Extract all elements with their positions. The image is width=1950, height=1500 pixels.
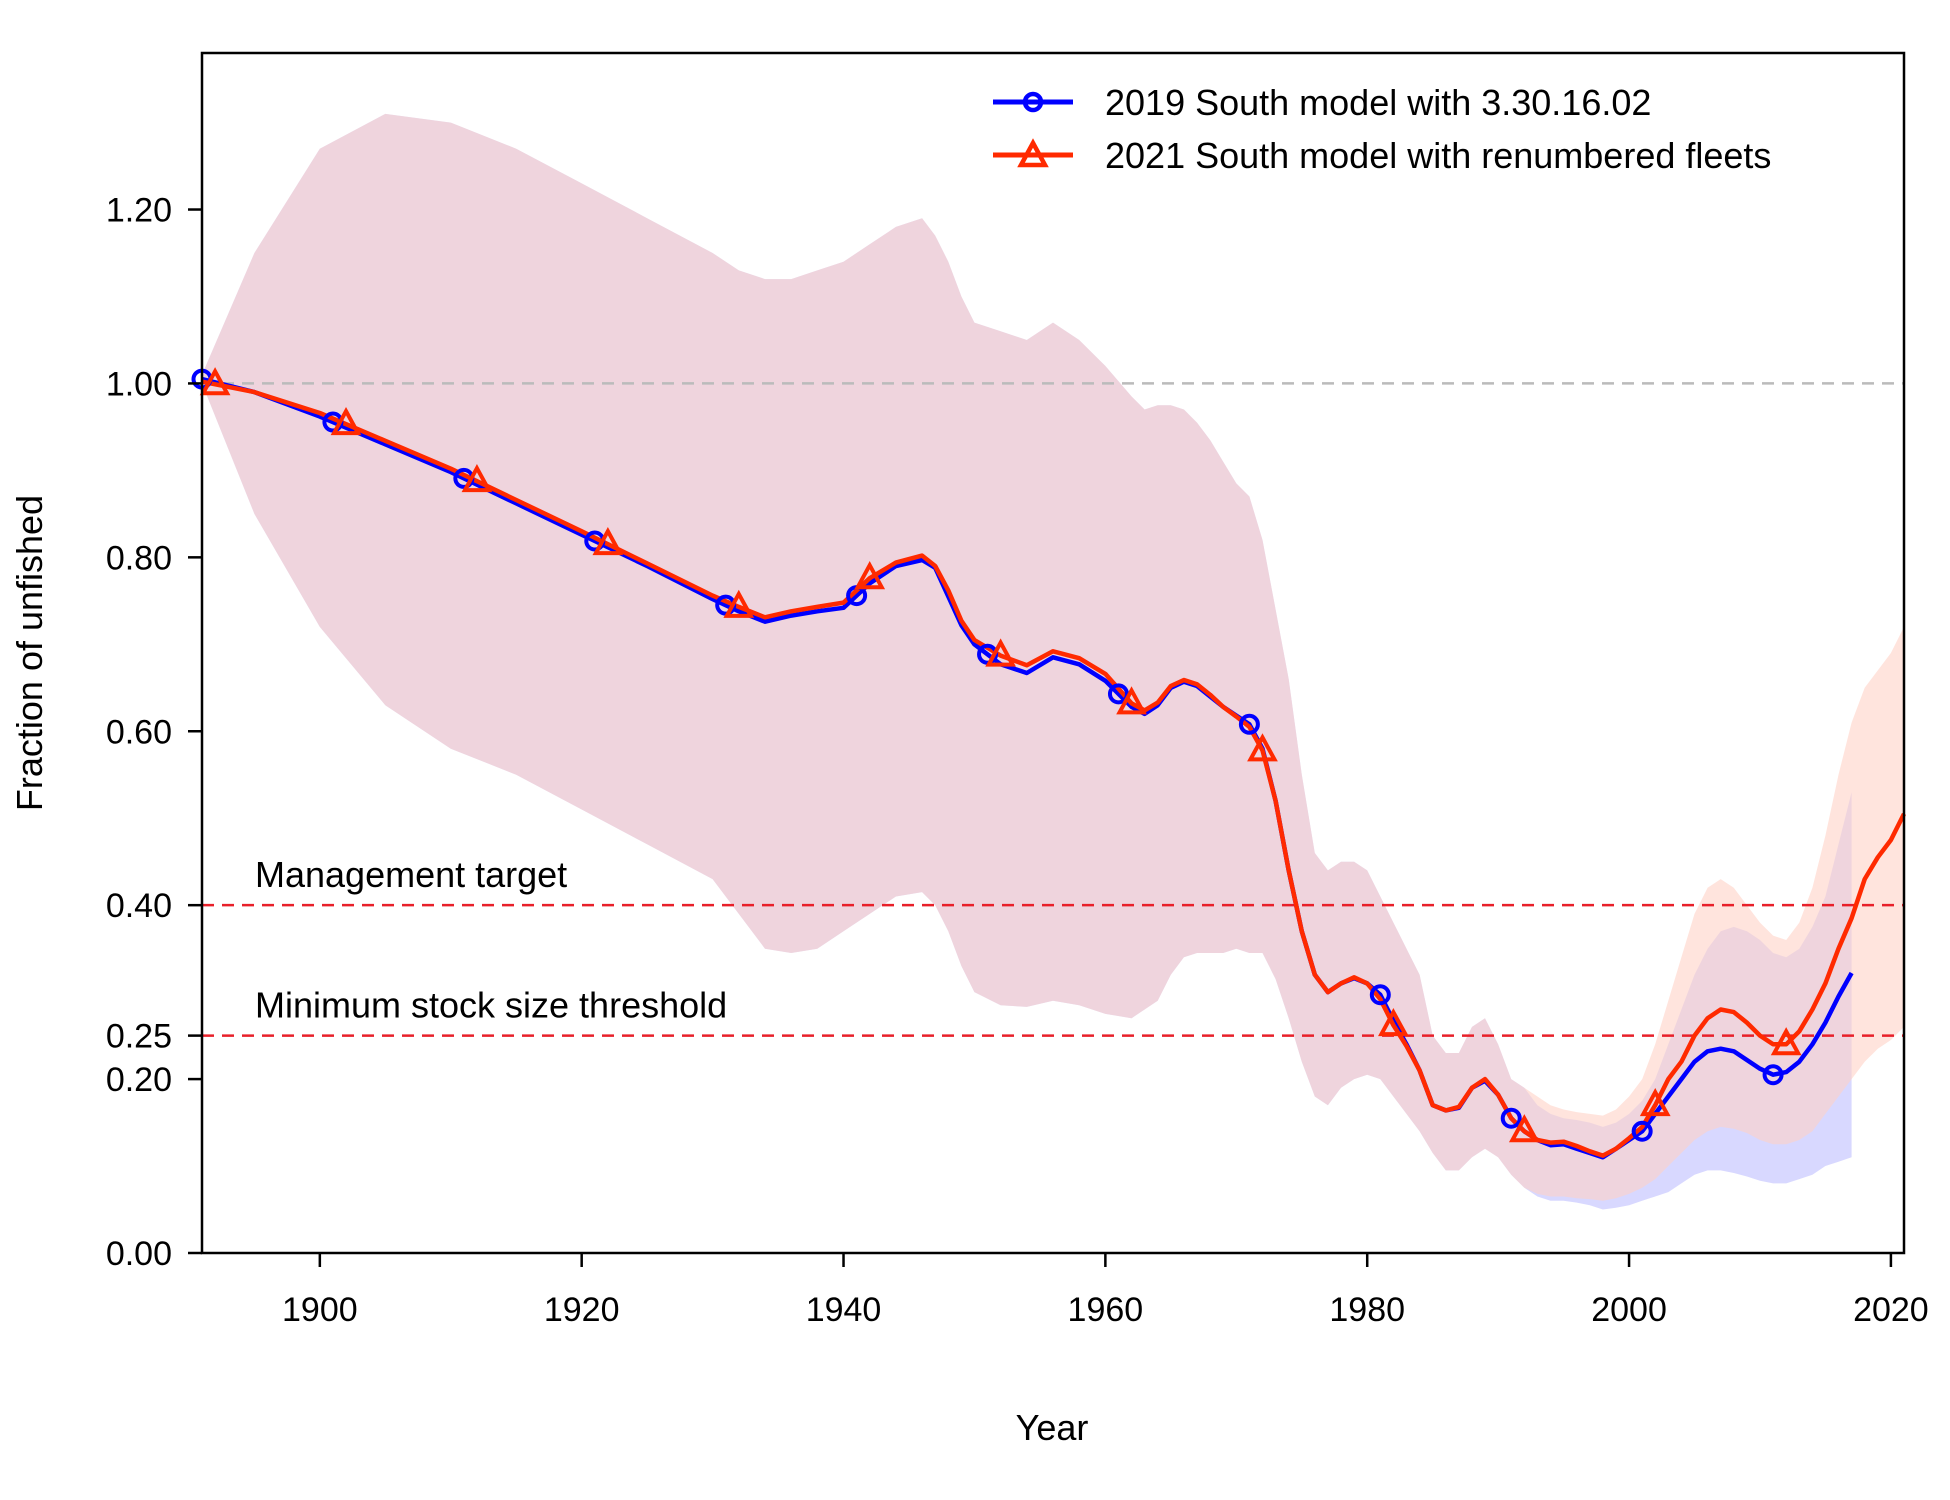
x-tick-label-1960: 1960: [1068, 1291, 1144, 1329]
y-tick-label-1: 0.20: [106, 1061, 172, 1099]
series-2-marker-10: [1378, 1007, 1409, 1037]
series-2-marker-5: [723, 589, 755, 618]
legend-marker-2019: [1022, 91, 1044, 113]
series-2-marker-9: [1247, 733, 1278, 762]
y-tick-label-7: 1.20: [106, 192, 172, 230]
y-tick-label-2: 0.25: [106, 1018, 172, 1056]
y-tick-label-6: 1.00: [106, 365, 172, 403]
y-tick-label-4: 0.60: [106, 713, 172, 751]
series-1-marker-10: [1369, 984, 1391, 1006]
legend-label-2021: 2021 South model with renumbered fleets: [1105, 135, 1771, 176]
reference-label-2: Management target: [255, 854, 567, 895]
x-tick-label-2000: 2000: [1591, 1291, 1667, 1329]
series-1-marker-9: [1238, 713, 1260, 735]
series-2-marker-12: [1639, 1087, 1671, 1117]
series-2-marker-7: [985, 638, 1016, 667]
series-2-marker-3: [461, 463, 493, 493]
y-tick-label-0: 0.00: [106, 1235, 172, 1273]
x-tick-label-1940: 1940: [806, 1291, 882, 1329]
series-2-marker-1: [199, 367, 231, 396]
series-2-marker-6: [854, 561, 886, 590]
x-tick-label-1980: 1980: [1329, 1291, 1405, 1329]
legend-marker-2021: [1017, 138, 1049, 168]
legend: 2019 South model with 3.30.16.02 2021 So…: [993, 82, 1771, 176]
series-2-marker-11: [1508, 1114, 1540, 1143]
y-tick-label-3: 0.40: [106, 887, 172, 925]
reference-label-3: Minimum stock size threshold: [255, 985, 727, 1026]
plot-frame: [200, 51, 1906, 1255]
series-1-marker-13: [1762, 1064, 1784, 1086]
x-tick-label-2020: 2020: [1853, 1291, 1929, 1329]
axes: 1900 1920 1940 1960 1980 2000 2020 0.00 0.20 0.25…: [106, 192, 1929, 1329]
series-markers: [191, 367, 1802, 1143]
series-1-marker-8: [1107, 683, 1129, 705]
x-tick-label-1920: 1920: [544, 1291, 620, 1329]
x-axis-title: Year: [1016, 1407, 1089, 1448]
y-tick-label-5: 0.80: [106, 539, 172, 577]
series-2-marker-4: [592, 526, 624, 556]
legend-label-2019: 2019 South model with 3.30.16.02: [1105, 82, 1651, 123]
series-1-marker-11: [1500, 1107, 1522, 1129]
series-1-marker-12: [1631, 1120, 1653, 1142]
series-2-marker-2: [330, 406, 362, 436]
reference-lines: Management target Minimum stock size thre…: [202, 382, 1904, 1037]
x-tick-label-1900: 1900: [282, 1291, 358, 1329]
series-2-marker-8: [1116, 686, 1147, 715]
y-axis-title: Fraction of unfished: [9, 495, 50, 811]
series-2-marker-13: [1770, 1027, 1802, 1056]
